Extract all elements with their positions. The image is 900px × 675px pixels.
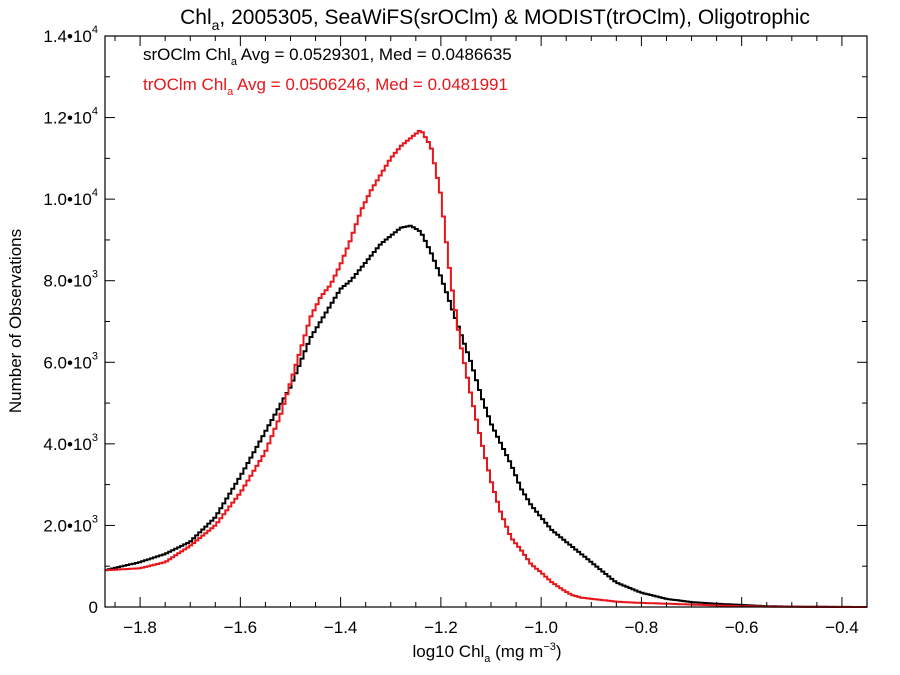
y-tick-label: 1.2•104	[43, 106, 98, 128]
annotation-srOClm: srOClm Chla Avg = 0.0529301, Med = 0.048…	[143, 45, 512, 68]
y-tick-label: 1.0•104	[43, 187, 98, 209]
series-1-histogram-line	[105, 130, 867, 608]
y-tick-label: 8.0•103	[43, 269, 98, 291]
x-tick-label: −1.2	[424, 618, 458, 637]
x-axis: −1.8 −1.6 −1.4 −1.2 −1.0 −0.8 −0.6 −0.4	[114, 36, 868, 637]
annotation-trOClm: trOClm Chla Avg = 0.0506246, Med = 0.048…	[143, 75, 508, 98]
x-tick-label: −1.4	[324, 618, 358, 637]
y-tick-label: 0	[89, 598, 98, 617]
x-tick-label: −1.0	[524, 618, 558, 637]
x-axis-label: log10 Chla (mg m−3)	[412, 641, 561, 665]
x-tick-label: −0.4	[825, 618, 859, 637]
y-axis-label: Number of Observations	[6, 229, 25, 413]
y-tick-label: 6.0•103	[43, 350, 98, 372]
y-tick-label: 1.4•104	[43, 24, 98, 46]
series-layer	[105, 130, 867, 608]
y-tick-label: 2.0•103	[43, 513, 98, 535]
series-0-histogram-line	[105, 224, 867, 608]
x-tick-label: −1.8	[123, 618, 157, 637]
y-tick-label: 4.0•103	[43, 432, 98, 454]
x-tick-label: −0.6	[725, 618, 759, 637]
x-tick-label: −1.6	[224, 618, 258, 637]
chart-title: Chla, 2005305, SeaWiFS(srOClm) & MODIST(…	[180, 6, 810, 33]
y-axis: 0 2.0•103 4.0•103 6.0•103 8.0•103 1.0•104 1.2•…	[43, 24, 867, 617]
x-tick-label: −0.8	[625, 618, 659, 637]
